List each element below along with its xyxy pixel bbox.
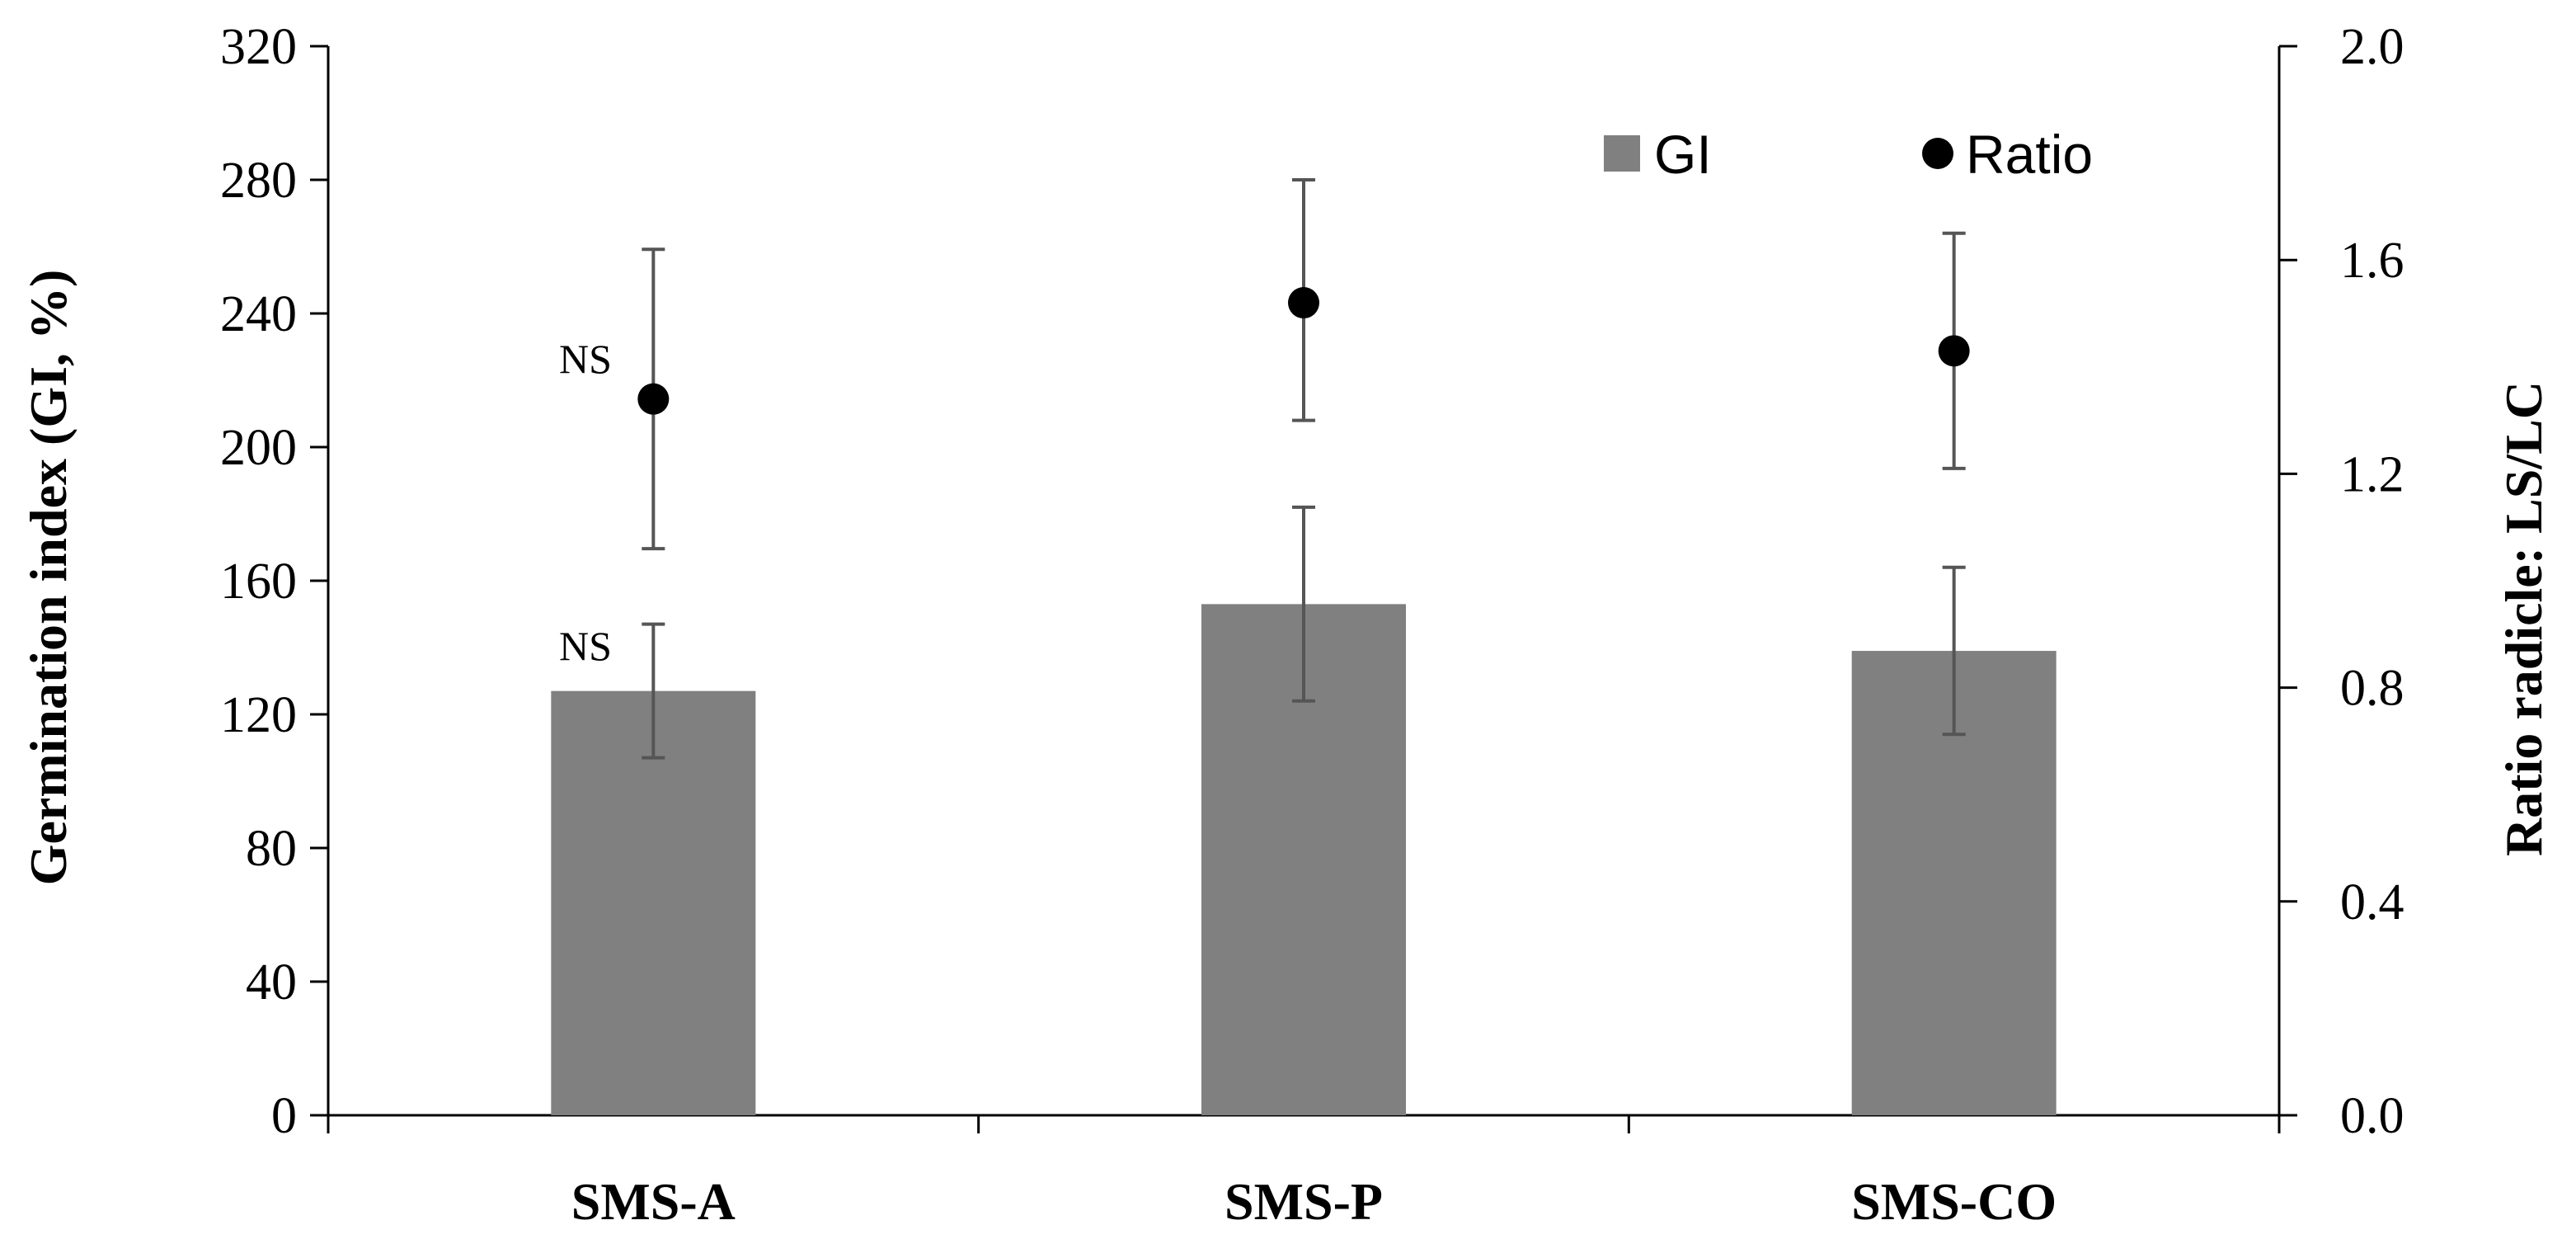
y-tick-label: 240 <box>220 286 297 342</box>
y2-tick-label: 0.4 <box>2340 874 2404 930</box>
y2-axis-title: Ratio radicle: LS/LC <box>2494 381 2553 856</box>
y2-tick-label: 0.0 <box>2340 1088 2404 1144</box>
legend-swatch-gi <box>1604 135 1640 172</box>
bar <box>551 690 756 1115</box>
y-tick-label: 280 <box>220 153 297 209</box>
y-tick-label: 320 <box>220 19 297 75</box>
data-point <box>637 383 670 415</box>
legend-label-gi: GI <box>1654 124 1712 185</box>
ns-annotation-gi: NS <box>559 623 612 669</box>
y-tick-label: 200 <box>220 420 297 476</box>
legend: GI Ratio <box>1604 124 2093 185</box>
legend-label-ratio: Ratio <box>1966 124 2093 185</box>
ns-annotation-ratio: NS <box>559 336 612 382</box>
y-tick-label: 160 <box>220 554 297 610</box>
y-tick-label: 0 <box>271 1088 297 1144</box>
y-tick-label: 80 <box>246 821 297 877</box>
y-axis-title: Germination index (GI, %) <box>19 270 78 886</box>
legend-marker-ratio <box>1922 138 1953 169</box>
x-tick-label: SMS-CO <box>1851 1172 2057 1231</box>
x-tick-label: SMS-P <box>1225 1172 1383 1231</box>
y-tick-label: 40 <box>246 954 297 1011</box>
data-point <box>1938 335 1970 367</box>
y2-tick-label: 1.6 <box>2340 233 2404 289</box>
plot-area: 0 40 80 120 160 200 240 280 320 0.0 0.4 0.8 1.2 1.6 2.… <box>220 19 2404 1231</box>
data-point <box>1288 287 1319 319</box>
y2-tick-label: 2.0 <box>2340 19 2404 75</box>
y2-tick-label: 0.8 <box>2340 661 2404 717</box>
x-tick-label: SMS-A <box>571 1172 736 1231</box>
y-tick-label: 120 <box>220 687 297 743</box>
y2-tick-label: 1.2 <box>2340 446 2404 502</box>
